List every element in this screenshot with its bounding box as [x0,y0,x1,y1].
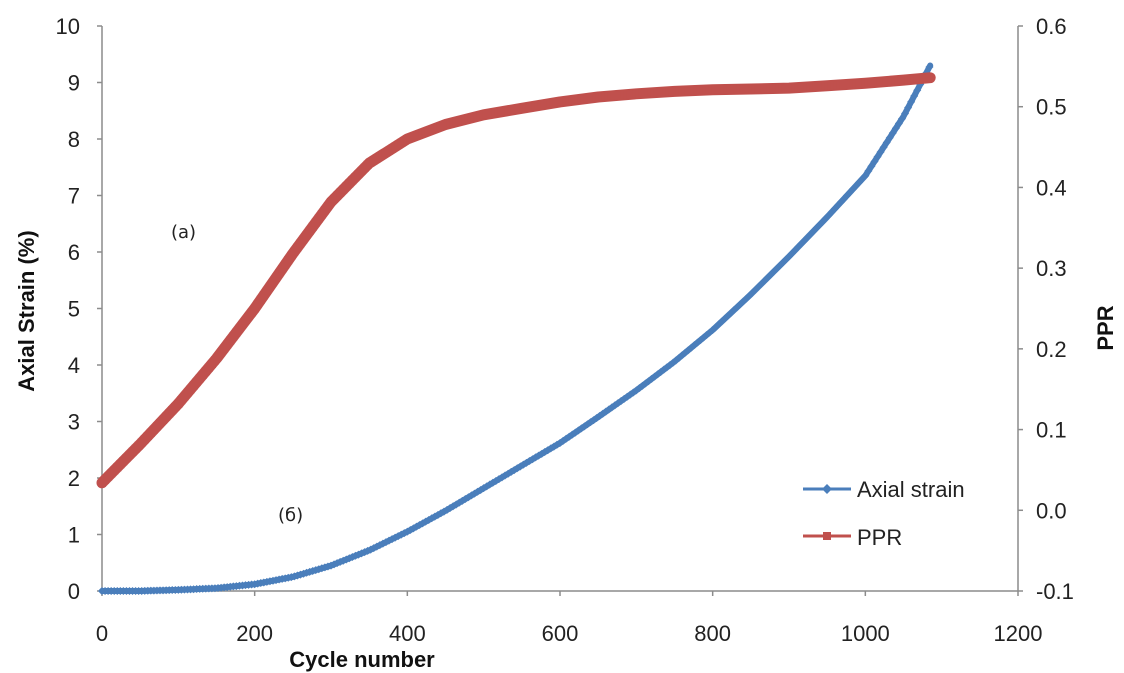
data-point-axial-strain [897,114,906,123]
y-tick-label: 8 [68,127,80,152]
data-point-axial-strain [913,86,922,95]
data-point-axial-strain [907,97,916,106]
x-tick-label: 600 [542,621,579,646]
data-point-ppr [281,260,290,269]
y-tick-label: 5 [68,297,80,322]
data-point-ppr [314,214,323,223]
x-axis-title: Cycle number [289,647,435,672]
data-point-ppr [259,291,268,300]
data-point-axial-strain [436,509,445,518]
annotation-b: (б) [278,505,303,526]
data-point-ppr [925,73,934,82]
data-point-ppr [323,202,332,211]
annotation-a: (a) [171,222,196,243]
x-axis-ticks: 0 200 400 600 800 1000 1200 [96,591,1043,646]
y2-tick-label: 0.2 [1036,337,1067,362]
y-tick-label: 4 [68,353,80,378]
y-tick-label: 2 [68,466,80,491]
data-point-ppr [272,273,281,282]
data-point-ppr [229,332,238,341]
data-point-ppr [256,295,265,304]
x-tick-label: 1200 [994,621,1043,646]
data-point-ppr [265,282,274,291]
data-point-ppr [238,320,247,329]
data-point-ppr [214,352,223,361]
y2-tick-label: 0.5 [1036,95,1067,120]
data-point-ppr [268,278,277,287]
data-point-ppr [299,235,308,244]
data-point-ppr [250,304,259,313]
data-point-ppr [305,226,314,235]
data-point-ppr [296,239,305,248]
data-point-ppr [317,210,326,219]
data-point-ppr [232,328,241,337]
data-point-ppr [311,218,320,227]
y-tick-label: 6 [68,240,80,265]
x-tick-label: 400 [389,621,426,646]
series-ppr [96,72,936,489]
plot-frame [101,26,1019,592]
data-point-axial-strain [904,103,913,112]
data-point-ppr [308,222,317,231]
series-line-ppr [96,72,936,489]
y2-tick-label: 0.3 [1036,256,1067,281]
data-point-ppr [226,336,235,345]
legend-label-ppr: PPR [857,525,902,550]
series-axial-strain [98,62,934,595]
data-point-ppr [244,312,253,321]
x-tick-label: 1000 [841,621,890,646]
data-point-ppr [247,308,256,317]
data-point-ppr [217,348,226,357]
data-point-ppr [278,264,287,273]
y2-tick-label: 0.4 [1036,175,1067,200]
data-point-ppr [275,269,284,278]
data-point-ppr [302,231,311,240]
y-tick-label: 1 [68,523,80,548]
x-tick-label: 800 [694,621,731,646]
data-point-ppr [220,344,229,353]
data-point-ppr [253,300,262,309]
y2-axis-ticks: -0.1 0.0 0.1 0.2 0.3 0.4 0.5 0.6 [1018,14,1074,604]
data-point-ppr [287,251,296,260]
x-tick-label: 200 [236,621,273,646]
data-point-ppr [223,340,232,349]
y2-tick-label: 0.0 [1036,498,1067,523]
series-line-axial-strain [99,62,934,594]
legend: Axial strain PPR [803,477,965,550]
y-tick-label: 9 [68,71,80,96]
series-layer [96,62,936,595]
data-point-ppr [320,206,329,215]
y2-tick-label: 0.1 [1036,418,1067,443]
y-axis-title: Axial Strain (%) [14,230,39,391]
y-axis-ticks: 0 1 2 3 4 5 6 7 8 9 10 [56,14,102,604]
legend-square-ppr [823,532,831,540]
x-tick-label: 0 [96,621,108,646]
data-point-ppr [290,247,299,256]
y2-tick-label: 0.6 [1036,14,1067,39]
data-point-axial-strain [910,92,919,101]
data-point-axial-strain [901,109,910,118]
y-tick-label: 10 [56,14,80,39]
y-tick-label: 7 [68,184,80,209]
data-point-ppr [235,324,244,333]
y2-tick-label: -0.1 [1036,579,1074,604]
data-point-ppr [241,316,250,325]
data-point-ppr [293,243,302,252]
y2-axis-title: PPR [1093,305,1118,350]
data-point-ppr [262,286,271,295]
legend-label-axial-strain: Axial strain [857,477,965,502]
y-tick-label: 0 [68,579,80,604]
legend-diamond-axial-strain [822,484,832,494]
y-tick-label: 3 [68,410,80,435]
data-point-axial-strain [925,63,934,72]
data-point-ppr [284,256,293,265]
